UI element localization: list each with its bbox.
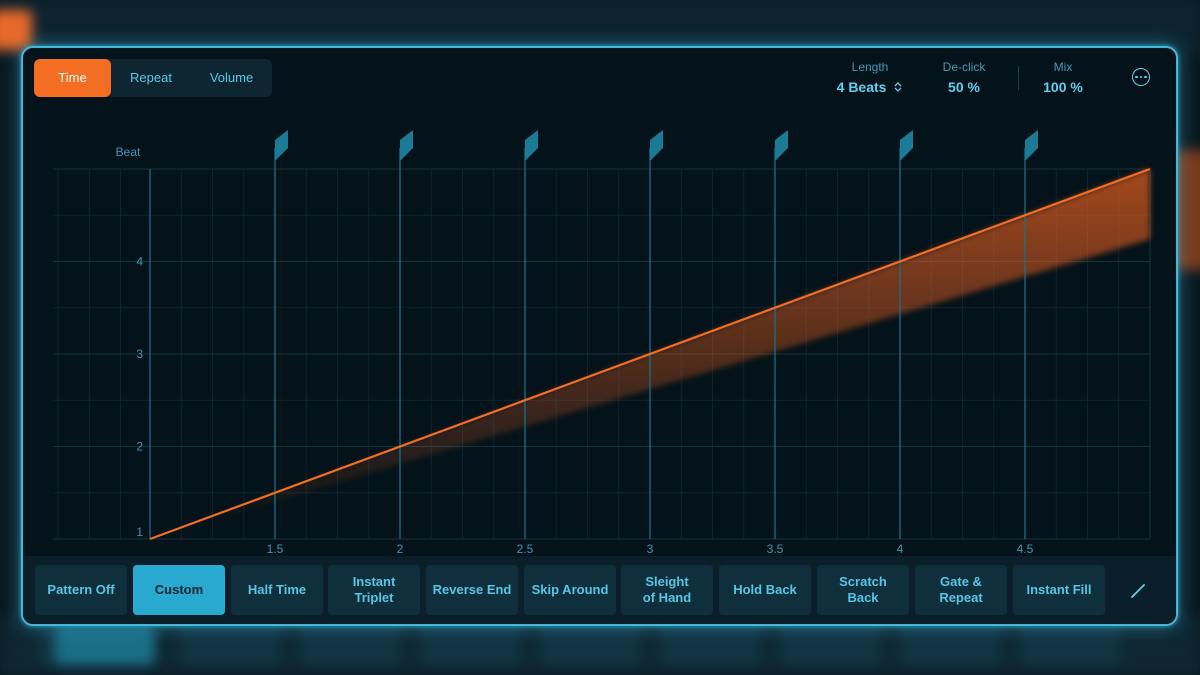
- x-tick-label: 4.5: [1017, 542, 1034, 556]
- grid: [53, 168, 1151, 540]
- length-label: Length: [851, 60, 889, 74]
- tab-volume[interactable]: Volume: [209, 70, 254, 85]
- x-tick-label: 3: [647, 542, 654, 556]
- more-icon[interactable]: [1132, 68, 1150, 86]
- beat-line-path: [149, 167, 1151, 541]
- preset-half-time[interactable]: Half Time: [231, 565, 323, 615]
- declick-value: 50 %: [948, 79, 980, 95]
- beat-line[interactable]: [149, 167, 1151, 541]
- preset-hold-back[interactable]: Hold Back: [719, 565, 811, 615]
- flag-marker-icon: [275, 130, 288, 161]
- beat-breaker-panel: 1.5 2 2.5 3 3.5 4 4.5 1 2 3 4 Beat Time Repeat Volu…: [21, 46, 1178, 626]
- mix-control[interactable]: Mix 100 %: [1033, 60, 1093, 95]
- y-tick-label: 2: [136, 440, 143, 454]
- y-axis-label: Beat: [116, 145, 141, 159]
- background-button: [300, 625, 400, 665]
- y-tick-label: 4: [136, 255, 143, 269]
- flag-marker-icon: [900, 130, 913, 161]
- background-button: [420, 625, 520, 665]
- background-button: [540, 625, 640, 665]
- axis-labels: 1.5 2 2.5 3 3.5 4 4.5 1 2 3 4 Beat: [116, 145, 1034, 556]
- preset-custom[interactable]: Custom: [133, 565, 225, 615]
- x-tick-label: 1.5: [267, 542, 284, 556]
- flag-marker-icon: [650, 130, 663, 161]
- background-button: [1020, 625, 1120, 665]
- flag-marker-icon: [400, 130, 413, 161]
- preset-pattern-off[interactable]: Pattern Off: [35, 565, 127, 615]
- mix-label: Mix: [1053, 60, 1073, 74]
- background-button: [780, 625, 880, 665]
- flag-marker-icon: [1025, 130, 1038, 161]
- x-tick-label: 2.5: [517, 542, 534, 556]
- x-tick-label: 4: [897, 542, 904, 556]
- length-value-row: 4 Beats: [827, 79, 913, 95]
- declick-label: De-click: [942, 60, 986, 74]
- preset-scratch-back[interactable]: Scratch Back: [817, 565, 909, 615]
- tab-repeat[interactable]: Repeat: [130, 70, 172, 85]
- preset-reverse-end[interactable]: Reverse End: [426, 565, 518, 615]
- preset-instant-fill[interactable]: Instant Fill: [1013, 565, 1105, 615]
- preset-bar: Pattern Off Custom Half Time Instant Tri…: [23, 556, 1176, 624]
- y-tick-label: 3: [136, 347, 143, 361]
- mode-tabs: Time Repeat Volume: [34, 59, 272, 97]
- preset-instant-triplet[interactable]: Instant Triplet: [328, 565, 420, 615]
- preset-sleight-of-hand[interactable]: Sleight of Hand: [621, 565, 713, 615]
- stepper-icon[interactable]: [893, 81, 903, 93]
- x-tick-label: 2: [397, 542, 404, 556]
- flag-marker-icon: [525, 130, 538, 161]
- divider: [1018, 66, 1019, 90]
- x-tick-label: 3.5: [767, 542, 784, 556]
- beat-graph[interactable]: 1.5 2 2.5 3 3.5 4 4.5 1 2 3 4 Beat: [23, 48, 1178, 626]
- background-toolbar: [0, 0, 1200, 55]
- slice-markers[interactable]: [274, 130, 1038, 539]
- length-control[interactable]: Length 4 Beats: [827, 60, 913, 95]
- preset-skip-around[interactable]: Skip Around: [524, 565, 616, 615]
- tab-time[interactable]: Time: [34, 59, 111, 97]
- background-button: [55, 625, 155, 665]
- background-button: [660, 625, 760, 665]
- background-accent: [0, 10, 32, 50]
- mix-value: 100 %: [1043, 79, 1083, 95]
- background-button: [180, 625, 280, 665]
- pencil-icon[interactable]: [1130, 581, 1148, 599]
- declick-control[interactable]: De-click 50 %: [929, 60, 999, 95]
- preset-gate-repeat[interactable]: Gate & Repeat: [915, 565, 1007, 615]
- background-button: [900, 625, 1000, 665]
- y-tick-label: 1: [136, 525, 143, 539]
- length-value: 4 Beats: [836, 79, 887, 95]
- flag-marker-icon: [775, 130, 788, 161]
